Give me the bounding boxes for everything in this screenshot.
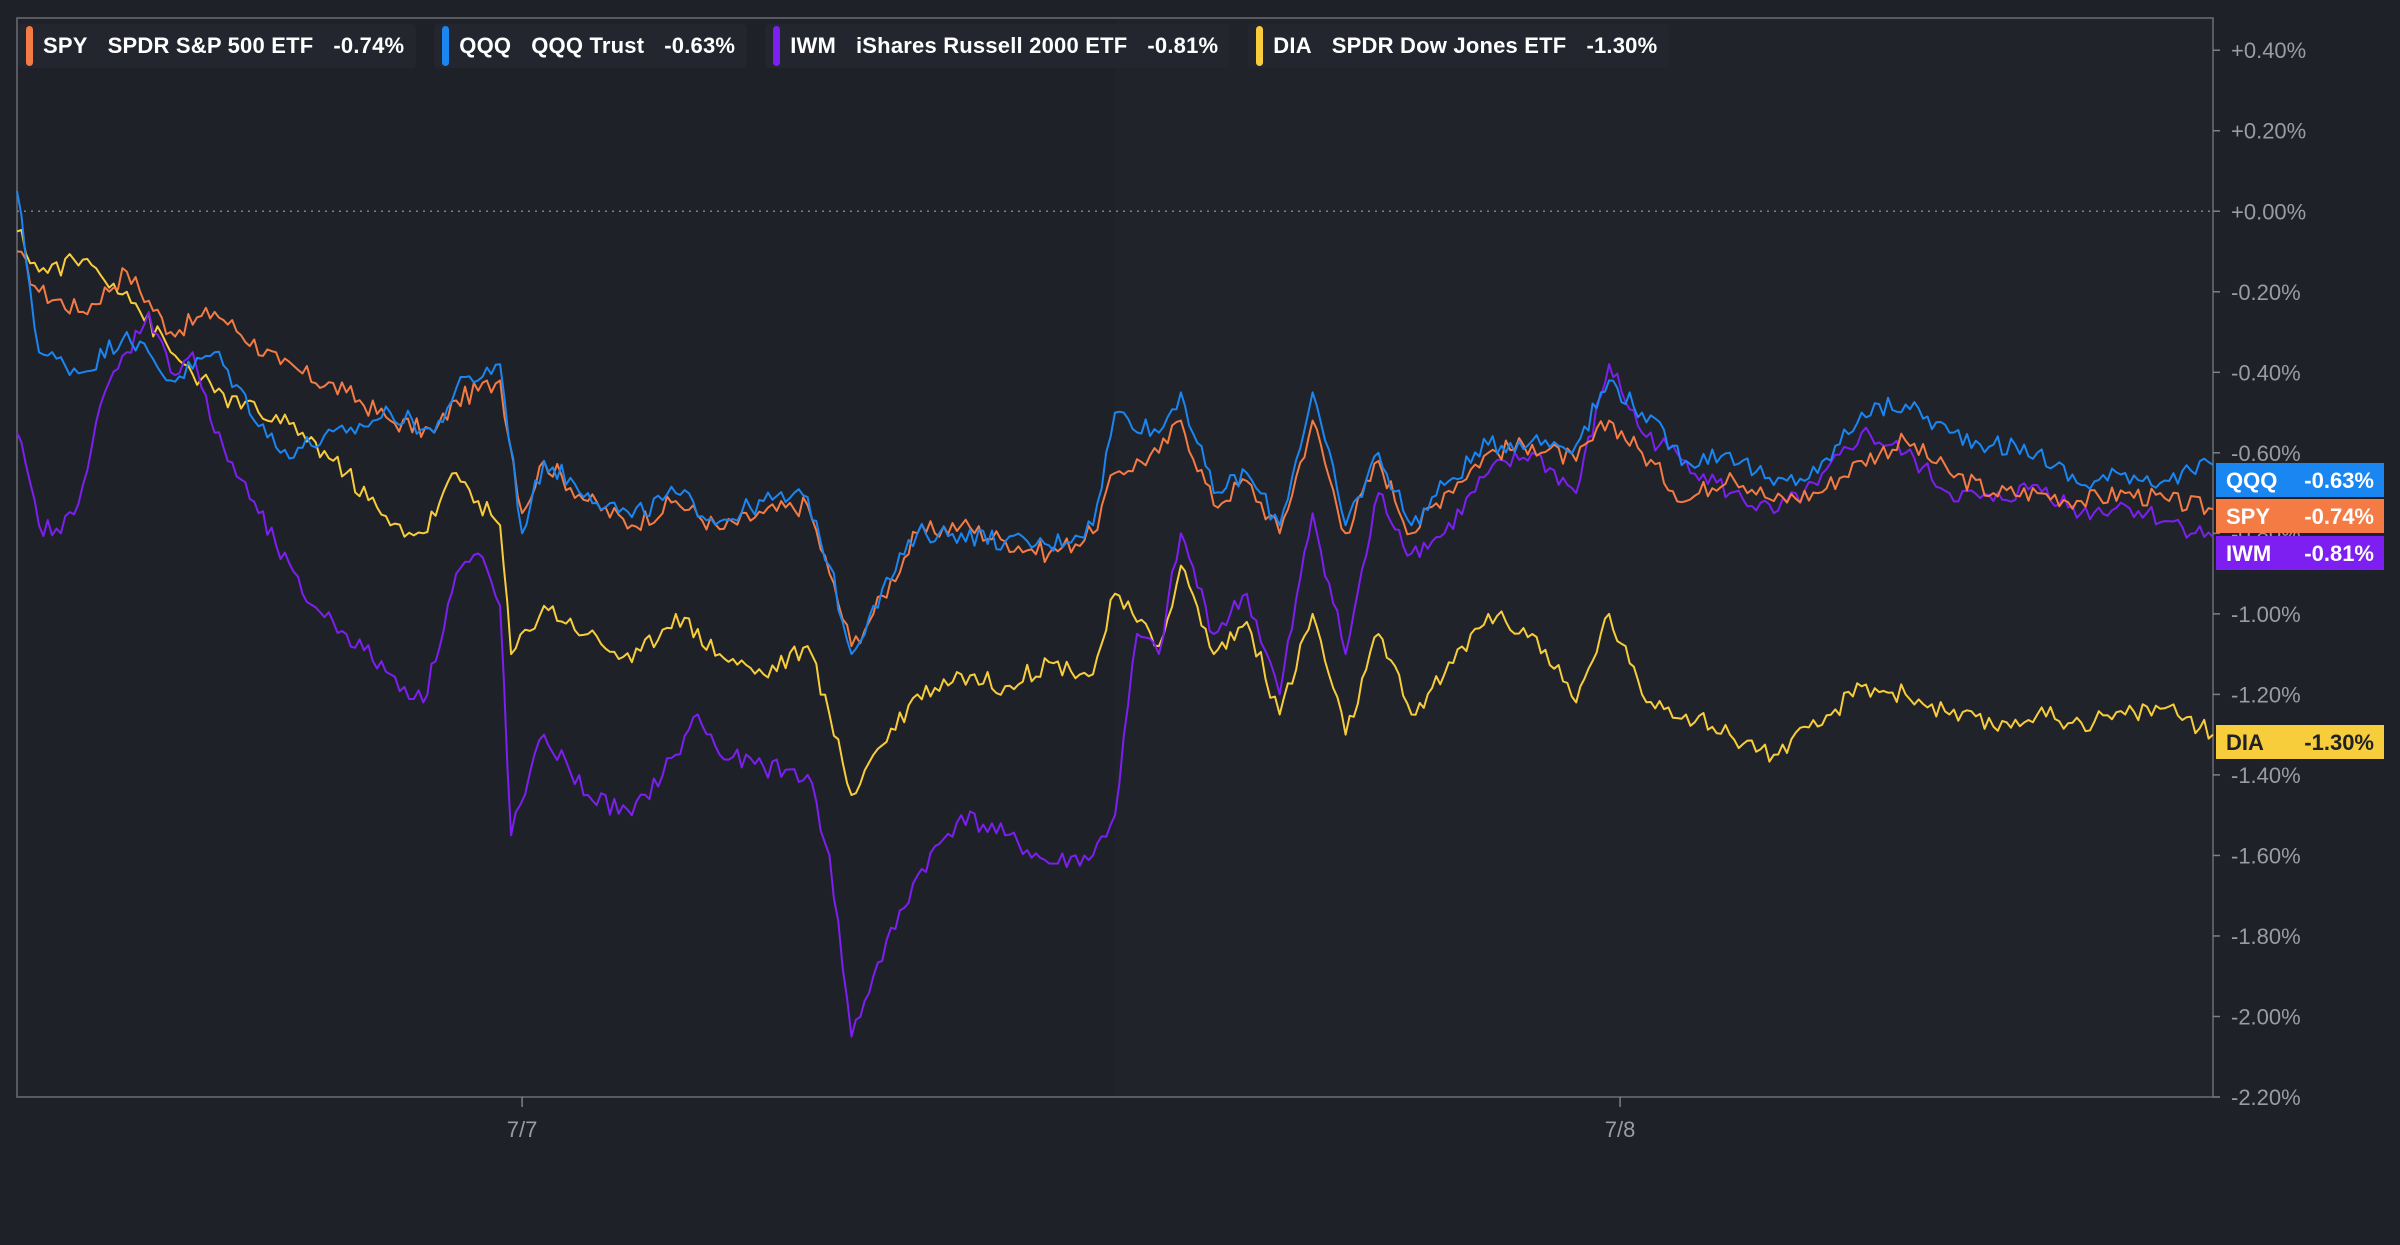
value-tag-ticker: DIA	[2226, 730, 2264, 755]
series-line-dia	[16, 229, 2214, 796]
legend-series-name: iShares Russell 2000 ETF	[856, 33, 1128, 58]
value-tag-value: -1.30%	[2304, 730, 2374, 755]
value-tag-value: -0.74%	[2304, 504, 2374, 529]
value-tag-iwm	[2216, 536, 2384, 570]
legend-ticker: DIA	[1273, 33, 1312, 58]
legend-series-name: QQQ Trust	[531, 33, 645, 58]
legend-change: -0.74%	[333, 33, 405, 58]
legend-ticker: IWM	[790, 33, 836, 58]
y-tick-label: +0.20%	[2231, 119, 2306, 144]
y-tick-label: -1.40%	[2231, 763, 2301, 788]
value-tag-value: -0.63%	[2304, 468, 2374, 493]
y-tick-label: -2.20%	[2231, 1085, 2301, 1110]
value-tag-ticker: SPY	[2226, 504, 2270, 529]
y-tick-label: -1.80%	[2231, 924, 2301, 949]
legend-change: -1.30%	[1586, 33, 1658, 58]
legend-swatch-qqq	[442, 26, 450, 66]
y-tick-label: -0.40%	[2231, 360, 2301, 385]
x-tick-label: 7/7	[507, 1117, 538, 1142]
series-line-qqq	[16, 190, 2214, 656]
y-tick-label: -2.00%	[2231, 1004, 2301, 1029]
legend-series-name: SPDR S&P 500 ETF	[107, 33, 314, 58]
value-tag-qqq	[2216, 463, 2384, 497]
x-tick-label: 7/8	[1605, 1117, 1636, 1142]
value-tag-dia	[2216, 725, 2384, 759]
value-tag-value: -0.81%	[2304, 541, 2374, 566]
legend-change: -0.81%	[1147, 33, 1219, 58]
series-line-spy	[16, 250, 2214, 648]
legend: SPY SPDR S&P 500 ETF -0.74% QQQ QQQ Trus…	[18, 24, 1670, 68]
series-line-iwm	[16, 310, 2214, 1038]
value-tag-spy	[2216, 499, 2384, 533]
y-tick-label: -1.00%	[2231, 602, 2301, 627]
legend-change: -0.63%	[664, 33, 736, 58]
y-tick-label: +0.00%	[2231, 199, 2306, 224]
legend-item-iwm[interactable]: IWM iShares Russell 2000 ETF -0.81%	[765, 24, 1231, 68]
plot-frame	[16, 17, 2214, 1098]
y-tick-label: +0.40%	[2231, 38, 2306, 63]
legend-swatch-dia	[1256, 26, 1264, 66]
legend-ticker: SPY	[43, 33, 88, 58]
value-tag-ticker: IWM	[2226, 541, 2271, 566]
y-tick-label: -1.60%	[2231, 843, 2301, 868]
legend-swatch-iwm	[773, 26, 781, 66]
legend-swatch-spy	[26, 26, 33, 66]
legend-item-qqq[interactable]: QQQ QQQ Trust -0.63%	[434, 24, 748, 68]
plot-region-shade	[1115, 18, 2213, 1097]
legend-item-dia[interactable]: DIA SPDR Dow Jones ETF -1.30%	[1248, 24, 1670, 68]
legend-series-name: SPDR Dow Jones ETF	[1331, 33, 1567, 58]
legend-item-spy[interactable]: SPY SPDR S&P 500 ETF -0.74%	[18, 24, 417, 68]
y-tick-label: -0.60%	[2231, 441, 2301, 466]
y-tick-label: -0.20%	[2231, 280, 2301, 305]
value-tag-ticker: QQQ	[2226, 468, 2277, 493]
y-tick-label: -1.20%	[2231, 682, 2301, 707]
legend-ticker: QQQ	[459, 33, 512, 58]
